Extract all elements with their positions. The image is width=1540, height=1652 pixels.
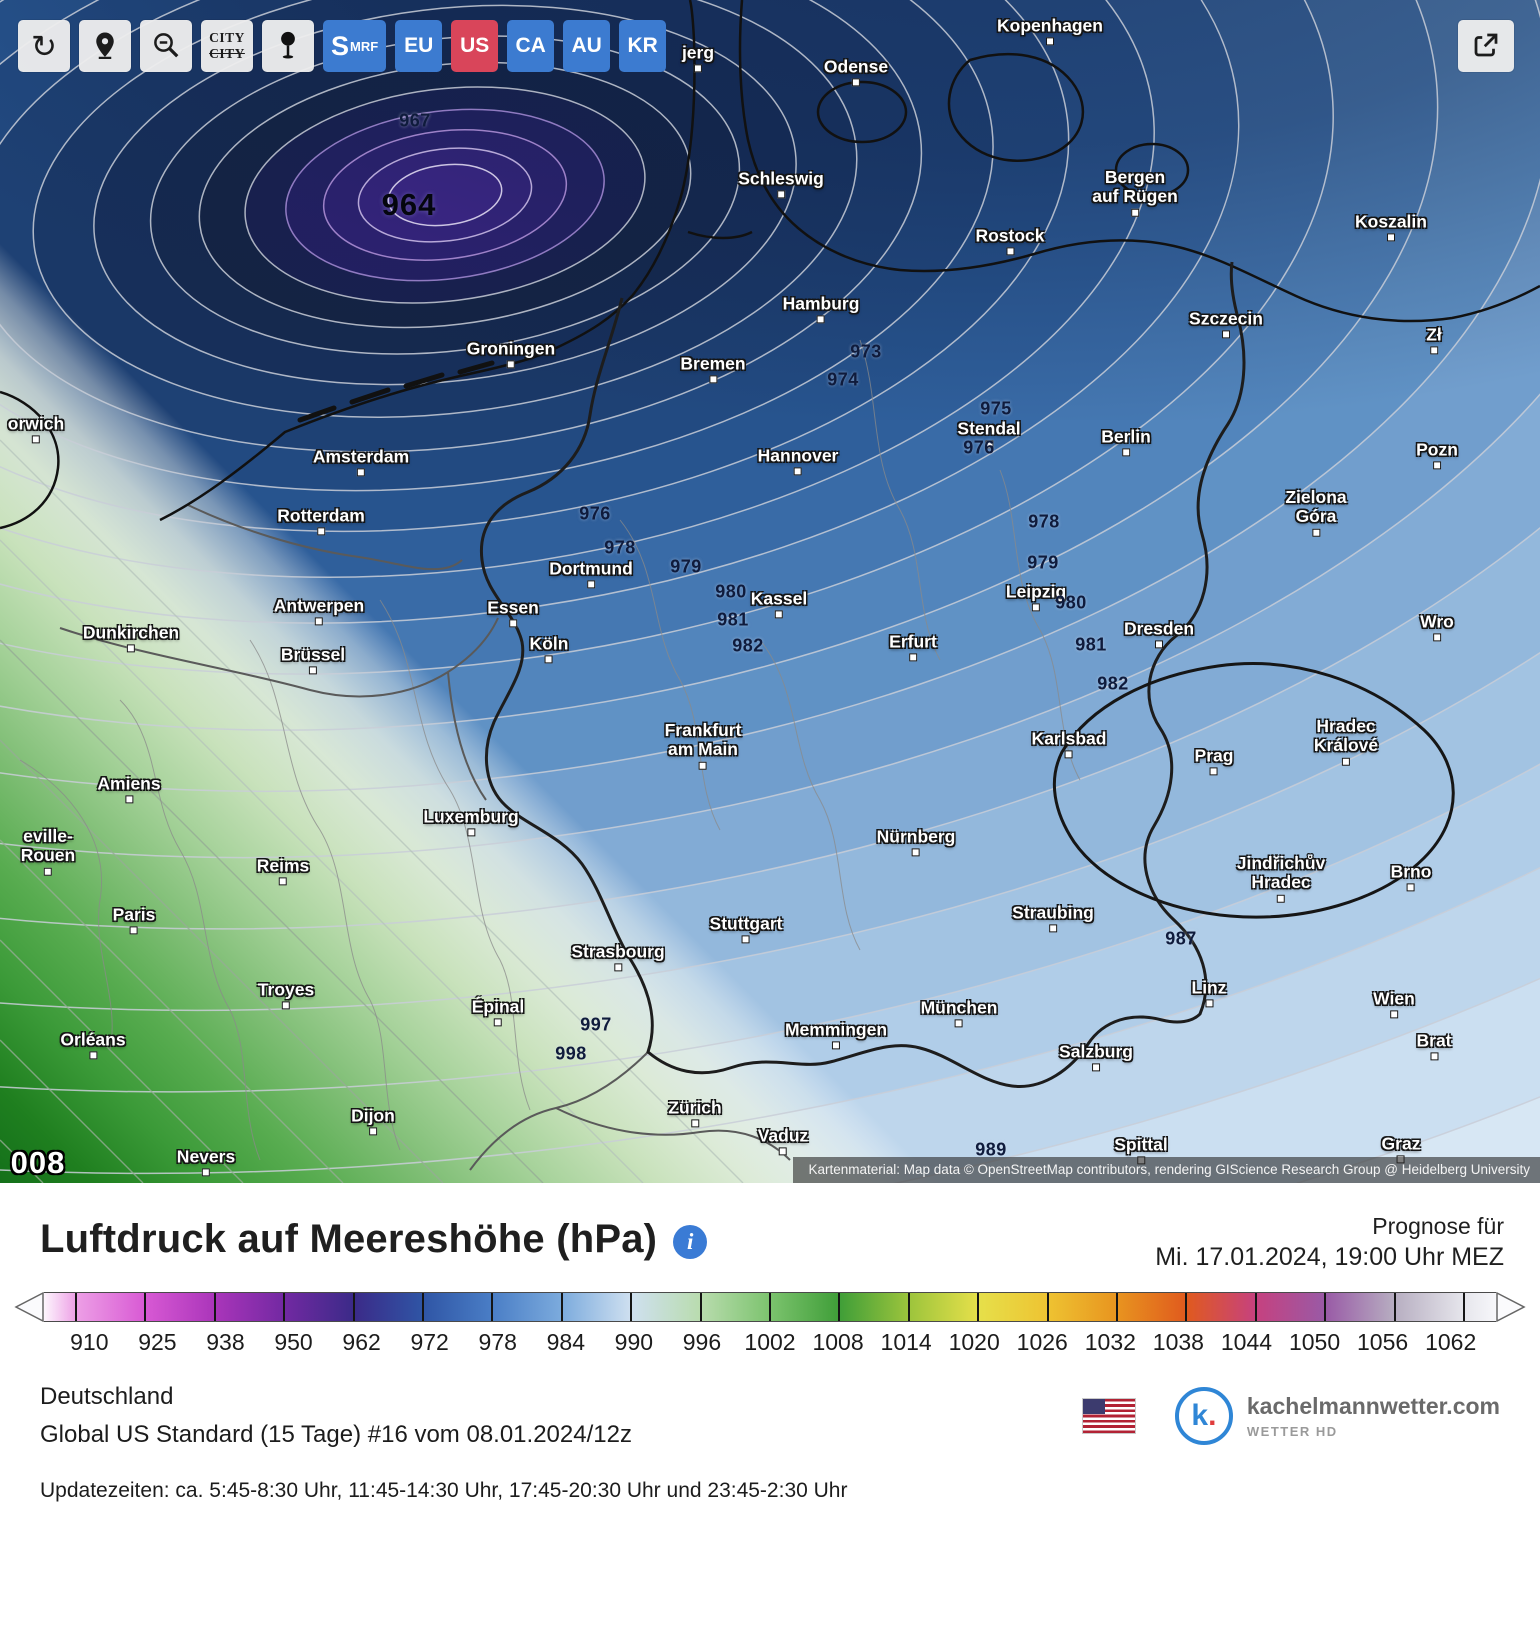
pressure-map[interactable]: Kopenhagen Odense jerg Schleswig Bergen auf … xyxy=(0,0,1540,1183)
marker-button[interactable] xyxy=(262,20,314,72)
scale-left-arrow-icon xyxy=(14,1292,44,1322)
scale-tick-label: 1038 xyxy=(1152,1329,1204,1355)
model-button-ca[interactable]: CA xyxy=(507,20,555,72)
scale-tick xyxy=(421,1293,424,1321)
scale-tick-label: 925 xyxy=(138,1329,177,1355)
model-selector: EU US CA AU KR xyxy=(395,20,667,72)
scale-tick xyxy=(352,1293,355,1321)
scale-tick xyxy=(1463,1293,1466,1321)
smrf-sublabel: MRF xyxy=(350,38,379,54)
scale-tick-label: 1056 xyxy=(1357,1329,1409,1355)
scale-tick-label: 962 xyxy=(342,1329,381,1355)
refresh-button[interactable]: ↻ xyxy=(18,20,70,72)
scale-tick xyxy=(630,1293,633,1321)
city-toggle-line1: CITY xyxy=(209,30,245,46)
model-button-au[interactable]: AU xyxy=(563,20,611,72)
scale-tick-label: 972 xyxy=(410,1329,449,1355)
scale-tick xyxy=(907,1293,910,1321)
share-icon xyxy=(1471,30,1501,63)
scale-tick-label: 910 xyxy=(70,1329,109,1355)
scale-tick-label: 1062 xyxy=(1425,1329,1477,1355)
scale-tick-label: 996 xyxy=(682,1329,722,1355)
color-scale: 910 925 938 950 962 972 978 984 990 996 1002 1008 10… xyxy=(0,1292,1540,1359)
scale-tick-label: 1032 xyxy=(1084,1329,1136,1355)
scale-tick-label: 1020 xyxy=(948,1329,1000,1355)
scale-tick-label: 978 xyxy=(478,1329,517,1355)
logo-dot: . xyxy=(1208,1399,1217,1432)
scale-tick-label: 1014 xyxy=(880,1329,932,1355)
scale-tick xyxy=(977,1293,980,1321)
zoom-out-button[interactable] xyxy=(140,20,192,72)
scale-tick xyxy=(74,1293,77,1321)
model-smrf-button[interactable]: S MRF xyxy=(323,20,387,72)
scale-tick-label: 950 xyxy=(274,1329,313,1355)
prognosis-label: Prognose für xyxy=(1372,1213,1504,1239)
smrf-label: S xyxy=(331,30,350,61)
scale-tick xyxy=(491,1293,494,1321)
model-info: Global US Standard (15 Tage) #16 vom 08.… xyxy=(40,1421,632,1448)
prognosis: Prognose für Mi. 17.01.2024, 19:00 Uhr M… xyxy=(1155,1213,1504,1272)
scale-tick xyxy=(1116,1293,1119,1321)
info-icon[interactable]: i xyxy=(673,1225,708,1259)
logo-k: k xyxy=(1191,1399,1209,1432)
region-label: Deutschland xyxy=(40,1383,174,1410)
scale-tick xyxy=(1254,1293,1257,1321)
scale-tick xyxy=(769,1293,771,1321)
share-button[interactable] xyxy=(1458,20,1514,72)
map-attribution: Kartenmaterial: Map data © OpenStreetMap… xyxy=(792,1157,1540,1183)
map-toolbar: ↻ CITY CITY S MRF xyxy=(18,20,667,72)
scale-tick xyxy=(283,1293,286,1321)
scale-tick xyxy=(213,1293,216,1321)
marker-pin-icon xyxy=(273,30,303,63)
page-title: Luftdruck auf Meereshöhe (hPa) xyxy=(40,1217,658,1261)
scale-tick-label: 1050 xyxy=(1288,1329,1341,1355)
scale-tick-label: 990 xyxy=(614,1329,654,1355)
scale-right-arrow-icon xyxy=(1496,1292,1526,1322)
location-pin-icon xyxy=(90,30,120,63)
brand-sub: WETTER HD xyxy=(1246,1424,1338,1439)
scale-tick-label: 1008 xyxy=(812,1329,864,1355)
brand-logo[interactable]: k. kachelmannwetter.com WETTER HD xyxy=(1174,1387,1500,1445)
scale-tick-label: 1026 xyxy=(1016,1329,1068,1355)
scale-tick-label: 1044 xyxy=(1220,1329,1273,1355)
city-labels-toggle[interactable]: CITY CITY xyxy=(201,20,253,72)
scale-tick xyxy=(560,1293,563,1321)
brand-domain: kachelmannwetter.com xyxy=(1246,1393,1500,1419)
kachelmann-logo-icon: k. xyxy=(1174,1387,1233,1445)
city-toggle-line2: CITY xyxy=(209,46,245,61)
scale-tick xyxy=(144,1293,147,1321)
info-panel: Luftdruck auf Meereshöhe (hPa) i Prognos… xyxy=(0,1183,1540,1652)
scale-tick xyxy=(699,1293,702,1321)
model-button-us[interactable]: US xyxy=(451,20,499,72)
locate-button[interactable] xyxy=(79,20,131,72)
model-button-kr[interactable]: KR xyxy=(619,20,667,72)
refresh-icon: ↻ xyxy=(31,28,57,64)
scale-tick xyxy=(1324,1293,1327,1321)
model-button-eu[interactable]: EU xyxy=(395,20,443,72)
scale-tick xyxy=(838,1293,841,1321)
scale-tick xyxy=(1185,1293,1188,1321)
scale-tick xyxy=(1393,1293,1396,1321)
color-scale-bar xyxy=(44,1292,1496,1322)
update-times: Updatezeiten: ca. 5:45-8:30 Uhr, 11:45-1… xyxy=(40,1479,848,1502)
color-scale-labels: 910 925 938 950 962 972 978 984 990 996 1002 1008 10… xyxy=(58,1329,1482,1359)
prognosis-time: Mi. 17.01.2024, 19:00 Uhr MEZ xyxy=(1155,1243,1504,1271)
scale-tick-label: 1002 xyxy=(744,1329,796,1355)
scale-tick-label: 984 xyxy=(546,1329,585,1355)
scale-tick xyxy=(1046,1293,1049,1321)
zoom-out-icon xyxy=(151,30,181,63)
scale-tick-label: 938 xyxy=(206,1329,245,1355)
pressure-field-svg xyxy=(0,0,1540,1183)
us-flag-icon xyxy=(1082,1399,1135,1433)
